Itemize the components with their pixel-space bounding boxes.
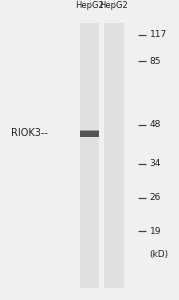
Text: 19: 19	[149, 226, 161, 236]
Text: 48: 48	[149, 120, 161, 129]
Bar	[80, 22, 99, 288]
Bar	[80, 130, 99, 137]
Text: 117: 117	[149, 30, 167, 39]
Text: HepG2: HepG2	[75, 2, 104, 10]
Text: HepG2: HepG2	[99, 2, 128, 10]
Bar	[104, 22, 124, 288]
Text: 26: 26	[149, 194, 161, 202]
Text: 85: 85	[149, 57, 161, 66]
Text: 34: 34	[149, 159, 161, 168]
Text: RIOK3--: RIOK3--	[11, 128, 48, 139]
Text: (kD): (kD)	[149, 250, 169, 260]
